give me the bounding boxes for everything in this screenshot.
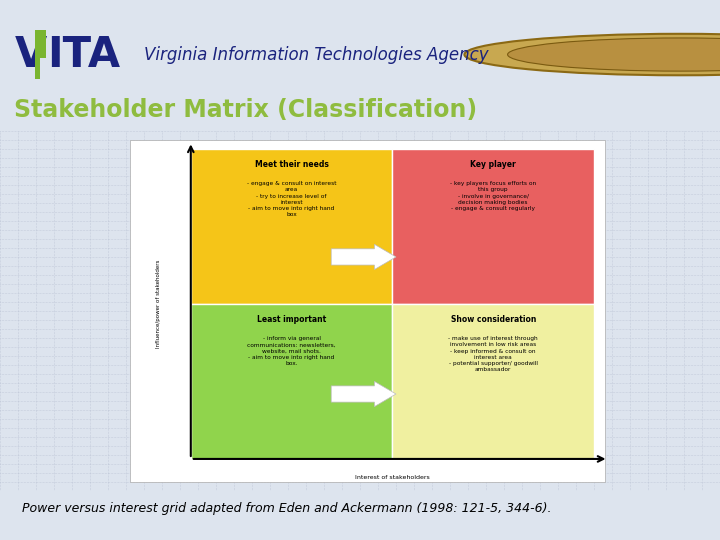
Text: Least important: Least important (257, 315, 326, 323)
Bar (130, 140, 605, 482)
Text: Virginia Information Technologies Agency: Virginia Information Technologies Agency (144, 45, 489, 64)
Bar (35, 30, 40, 79)
Bar (40, 30, 46, 58)
FancyArrow shape (331, 381, 396, 407)
Text: - engage & consult on interest
area
- try to increase level of
interest
- aim to: - engage & consult on interest area - tr… (247, 181, 336, 217)
Bar (392, 148, 594, 304)
Text: - inform via general
communications: newsletters,
website, mail shots.
- aim to : - inform via general communications: new… (247, 336, 336, 366)
Text: Show consideration: Show consideration (451, 315, 536, 323)
Bar (191, 304, 392, 459)
Bar (392, 304, 594, 459)
Text: V: V (14, 33, 47, 76)
Circle shape (464, 34, 720, 75)
Text: - make use of interest through
involvement in low risk areas
- keep informed & c: - make use of interest through involveme… (449, 336, 538, 372)
Text: - key players focus efforts on
this group
- involve in governance/
decision maki: - key players focus efforts on this grou… (450, 181, 536, 211)
Text: Key player: Key player (470, 159, 516, 168)
FancyArrow shape (331, 244, 396, 269)
Text: ITA: ITA (47, 33, 120, 76)
Text: Interest of stakeholders: Interest of stakeholders (355, 475, 430, 480)
Text: Power versus interest grid adapted from Eden and Ackermann (1998: 121-5, 344-6).: Power versus interest grid adapted from … (22, 502, 551, 515)
Text: Meet their needs: Meet their needs (255, 159, 328, 168)
Text: Influence/power of stakeholders: Influence/power of stakeholders (156, 260, 161, 348)
Text: Stakeholder Matrix (Classification): Stakeholder Matrix (Classification) (14, 98, 477, 122)
Circle shape (508, 38, 720, 71)
Bar (191, 148, 392, 304)
